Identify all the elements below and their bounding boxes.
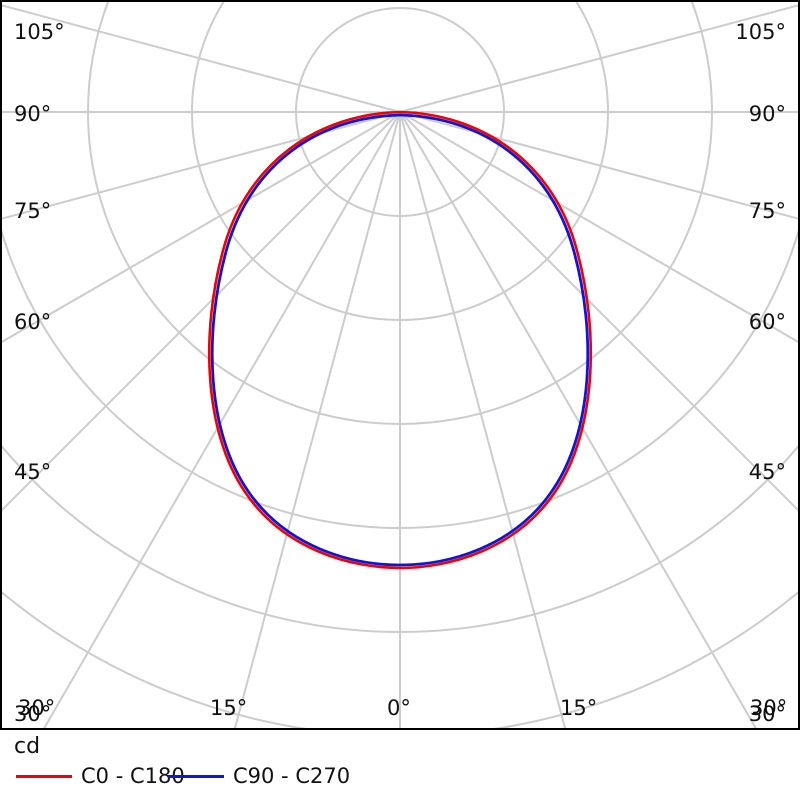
legend-label-c90-c270: C90 - C270 bbox=[233, 764, 351, 788]
spoke-45r bbox=[399, 111, 798, 512]
axis-label-right-105: 105° bbox=[735, 20, 786, 44]
curve-c90-c270 bbox=[210, 113, 590, 567]
axis-label-left-75: 75° bbox=[14, 199, 52, 223]
legend-item-c0-c180[interactable]: C0 - C180 bbox=[16, 764, 185, 788]
axis-label-bottom-30-left: 30° bbox=[18, 696, 56, 720]
legend-unit-label: cd bbox=[14, 734, 41, 759]
spoke-15l bbox=[233, 111, 401, 728]
axis-label-left-90: 90° bbox=[14, 102, 52, 126]
spoke-75r bbox=[399, 111, 798, 220]
axis-label-right-45: 45° bbox=[748, 460, 786, 484]
axis-label-right-60: 60° bbox=[748, 310, 786, 334]
spoke-105r bbox=[399, 4, 798, 113]
axis-label-bottom-15-right: 15° bbox=[560, 696, 598, 720]
legend-swatch-c0-c180 bbox=[16, 774, 72, 778]
curve-c0-c180 bbox=[207, 110, 593, 570]
axis-label-right-75: 75° bbox=[748, 199, 786, 223]
spoke-60l bbox=[2, 111, 401, 343]
axis-label-right-30: 30° bbox=[748, 702, 786, 726]
axis-label-left-60: 60° bbox=[14, 310, 52, 334]
legend-item-c90-c270[interactable]: C90 - C270 bbox=[168, 764, 350, 788]
axis-label-bottom-0: 0° bbox=[387, 696, 411, 720]
axis-label-bottom-15-left: 15° bbox=[210, 696, 248, 720]
legend-label-c0-c180: C0 - C180 bbox=[81, 764, 185, 788]
ring-2 bbox=[191, 2, 609, 321]
ring-4 bbox=[2, 229, 798, 529]
axis-label-left-105: 105° bbox=[14, 20, 65, 44]
axis-label-left-30: 30° bbox=[14, 702, 52, 726]
ring-1 bbox=[295, 7, 505, 217]
axis-label-bottom-30-right: 30° bbox=[750, 696, 788, 720]
polar-grid-and-curves bbox=[2, 2, 798, 728]
spoke-15r bbox=[399, 111, 567, 728]
axis-label-left-45: 45° bbox=[14, 460, 52, 484]
spoke-105l bbox=[2, 4, 401, 113]
legend-swatch-c90-c270 bbox=[168, 774, 224, 778]
plot-frame: 105° 90° 75° 60° 45° 30° 105° 90° 75° 60… bbox=[0, 0, 800, 730]
spoke-45l bbox=[2, 111, 401, 512]
axis-label-right-90: 90° bbox=[748, 102, 786, 126]
spoke-75l bbox=[2, 111, 401, 220]
spoke-60r bbox=[399, 111, 798, 343]
legend: cd C0 - C180 C90 - C270 bbox=[0, 732, 800, 800]
ring-5 bbox=[2, 444, 798, 633]
ring-3 bbox=[87, 2, 713, 425]
